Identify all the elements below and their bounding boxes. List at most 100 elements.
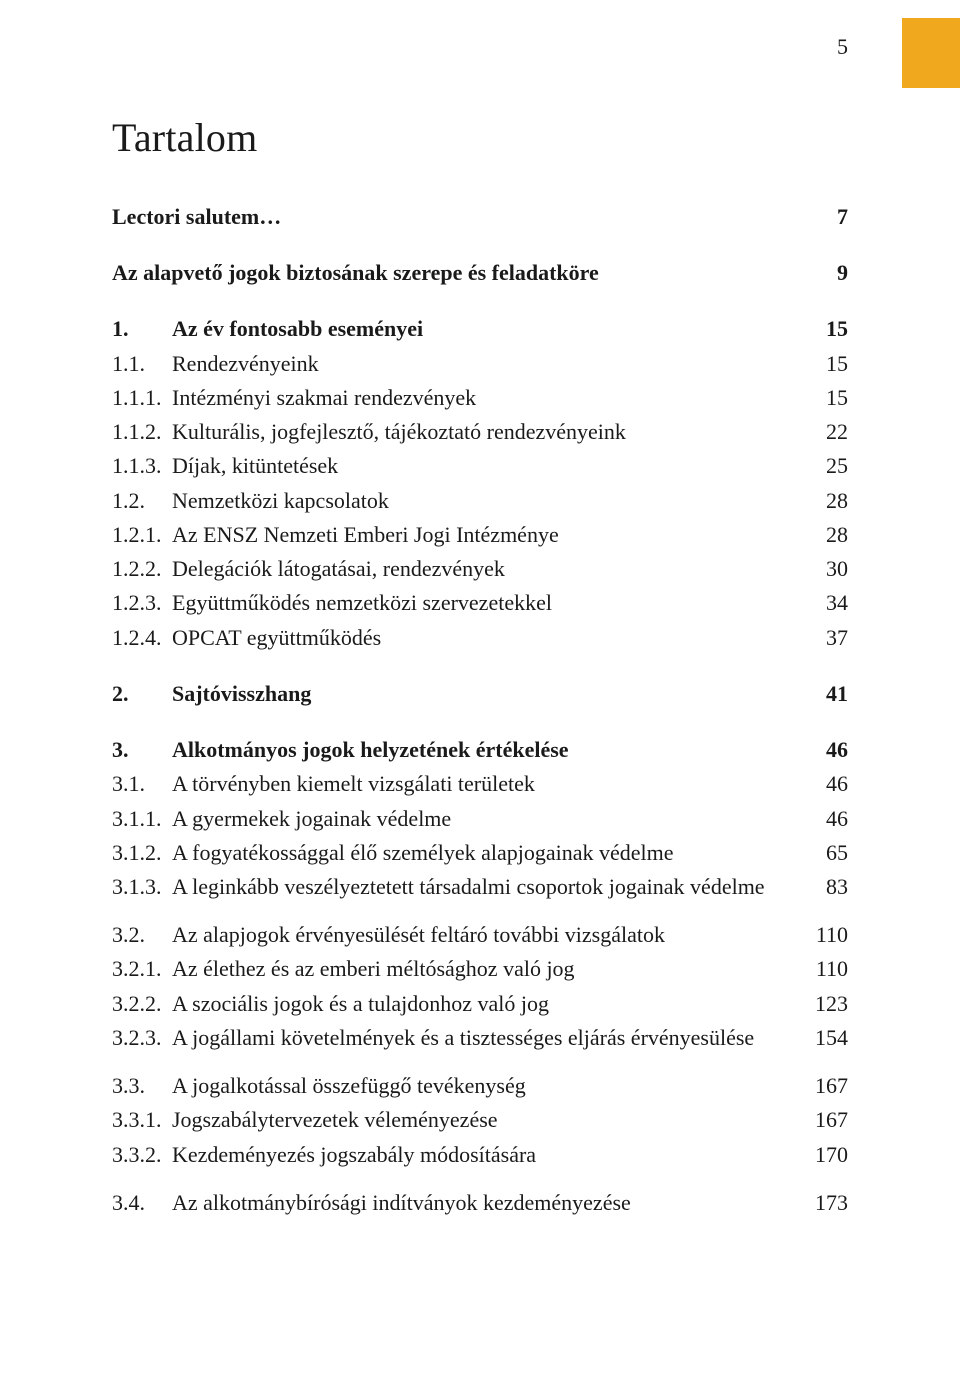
toc-entry-left: 1.1.Rendezvényeink xyxy=(112,348,800,379)
toc-entry: 1.2.1.Az ENSZ Nemzeti Emberi Jogi Intézm… xyxy=(112,519,848,550)
toc-entry: 3.2.Az alapjogok érvényesülését feltáró … xyxy=(112,919,848,950)
toc-entry-left: 3.3.2.Kezdeményezés jogszabály módosítás… xyxy=(112,1139,800,1170)
toc-entry-text: A törvényben kiemelt vizsgálati területe… xyxy=(172,768,800,799)
toc-entry-page: 110 xyxy=(800,919,848,950)
toc-entry-text: Az alapjogok érvényesülését feltáró tová… xyxy=(172,919,800,950)
toc-entry-page: 15 xyxy=(800,313,848,344)
toc-gap xyxy=(112,235,848,257)
toc-entry: 3.3.1.Jogszabálytervezetek véleményezése… xyxy=(112,1104,848,1135)
toc-gap xyxy=(112,1056,848,1070)
toc-gap xyxy=(112,712,848,734)
toc-entry-number: 3. xyxy=(112,734,172,765)
toc-entry-page: 46 xyxy=(800,803,848,834)
toc-entry-page: 170 xyxy=(800,1139,848,1170)
toc-entry-left: 1.2.3.Együttműködés nemzetközi szervezet… xyxy=(112,587,800,618)
toc-entry-left: 1.1.2.Kulturális, jogfejlesztő, tájékozt… xyxy=(112,416,800,447)
toc-gap xyxy=(112,1173,848,1187)
toc-entry-text: Rendezvényeink xyxy=(172,348,800,379)
toc-entry-left: 3.3.A jogalkotással összefüggő tevékenys… xyxy=(112,1070,800,1101)
toc-entry: 3.1.2.A fogyatékossággal élő személyek a… xyxy=(112,837,848,868)
page-content: Tartalom Lectori salutem…7Az alapvető jo… xyxy=(0,0,960,1218)
toc-entry-text: Díjak, kitüntetések xyxy=(172,450,800,481)
toc-entry-left: 2.Sajtóvisszhang xyxy=(112,678,800,709)
toc-entry-number: 1.2.3. xyxy=(112,587,172,618)
toc-entry-text: Együttműködés nemzetközi szervezetekkel xyxy=(172,587,800,618)
toc-entry: 1.2.4.OPCAT együttműködés37 xyxy=(112,622,848,653)
toc-entry-number: 3.2.2. xyxy=(112,988,172,1019)
toc-entry-text: Delegációk látogatásai, rendezvények xyxy=(172,553,800,584)
toc-entry-text: Az alkotmánybírósági indítványok kezdemé… xyxy=(172,1187,800,1218)
toc-entry-text: Az élethez és az emberi méltósághoz való… xyxy=(172,953,800,984)
toc-entry-page: 83 xyxy=(800,871,848,902)
toc-entry-number: 1.2.2. xyxy=(112,553,172,584)
toc-entry-number: 1.2. xyxy=(112,485,172,516)
toc-entry-left: 3.2.Az alapjogok érvényesülését feltáró … xyxy=(112,919,800,950)
toc-entry: 3.1.A törvényben kiemelt vizsgálati terü… xyxy=(112,768,848,799)
toc-entry-left: 3.4.Az alkotmánybírósági indítványok kez… xyxy=(112,1187,800,1218)
toc-entry-left: 3.1.A törvényben kiemelt vizsgálati terü… xyxy=(112,768,800,799)
toc-gap xyxy=(112,656,848,678)
toc-entry: 3.1.3.A leginkább veszélyeztetett társad… xyxy=(112,871,848,902)
toc-entry-page: 65 xyxy=(800,837,848,868)
toc-entry-left: 3.Alkotmányos jogok helyzetének értékelé… xyxy=(112,734,800,765)
toc-entry-left: 3.1.2.A fogyatékossággal élő személyek a… xyxy=(112,837,800,868)
toc-entry: 1.2.2.Delegációk látogatásai, rendezvény… xyxy=(112,553,848,584)
toc-entry: 3.2.3.A jogállami követelmények és a tis… xyxy=(112,1022,848,1053)
toc-entry: 3.2.1.Az élethez és az emberi méltóságho… xyxy=(112,953,848,984)
page-tab-marker xyxy=(902,18,960,88)
toc-entry-number: 3.1.3. xyxy=(112,871,172,902)
toc-entry: 3.Alkotmányos jogok helyzetének értékelé… xyxy=(112,734,848,765)
toc-entry-page: 25 xyxy=(800,450,848,481)
toc-entry-left: 3.3.1.Jogszabálytervezetek véleményezése xyxy=(112,1104,800,1135)
toc-entry-page: 7 xyxy=(800,201,848,232)
toc-entry-number: 1.1.3. xyxy=(112,450,172,481)
toc-entry-text: Lectori salutem… xyxy=(112,201,800,232)
toc-entry-left: 1.2.4.OPCAT együttműködés xyxy=(112,622,800,653)
toc-entry-text: A szociális jogok és a tulajdonhoz való … xyxy=(172,988,800,1019)
toc-entry-page: 110 xyxy=(800,953,848,984)
toc-gap xyxy=(112,905,848,919)
toc-entry-page: 46 xyxy=(800,734,848,765)
toc-entry-page: 37 xyxy=(800,622,848,653)
toc-entry-number: 1.1. xyxy=(112,348,172,379)
toc-entry-number: 1. xyxy=(112,313,172,344)
toc-entry-text: Az ENSZ Nemzeti Emberi Jogi Intézménye xyxy=(172,519,800,550)
toc-entry-page: 30 xyxy=(800,553,848,584)
toc-entry-text: Jogszabálytervezetek véleményezése xyxy=(172,1104,800,1135)
toc-entry: 3.2.2.A szociális jogok és a tulajdonhoz… xyxy=(112,988,848,1019)
toc-entry-text: A leginkább veszélyeztetett társadalmi c… xyxy=(172,871,800,902)
toc-entry-left: 1.1.3.Díjak, kitüntetések xyxy=(112,450,800,481)
toc-entry: 2.Sajtóvisszhang41 xyxy=(112,678,848,709)
toc-entry: Az alapvető jogok biztosának szerepe és … xyxy=(112,257,848,288)
toc-entry-left: 3.1.1.A gyermekek jogainak védelme xyxy=(112,803,800,834)
toc-entry-number: 3.1.1. xyxy=(112,803,172,834)
toc-entry-left: 1.1.1.Intézményi szakmai rendezvények xyxy=(112,382,800,413)
page-title: Tartalom xyxy=(112,114,848,161)
toc-entry: 3.4.Az alkotmánybírósági indítványok kez… xyxy=(112,1187,848,1218)
toc-entry-text: OPCAT együttműködés xyxy=(172,622,800,653)
toc-entry: 3.3.A jogalkotással összefüggő tevékenys… xyxy=(112,1070,848,1101)
toc-entry-text: Az alapvető jogok biztosának szerepe és … xyxy=(112,257,800,288)
table-of-contents: Lectori salutem…7Az alapvető jogok bizto… xyxy=(112,201,848,1218)
toc-entry-text: A jogalkotással összefüggő tevékenység xyxy=(172,1070,800,1101)
toc-entry-number: 3.1.2. xyxy=(112,837,172,868)
toc-entry-left: 1.2.1.Az ENSZ Nemzeti Emberi Jogi Intézm… xyxy=(112,519,800,550)
toc-entry-text: A gyermekek jogainak védelme xyxy=(172,803,800,834)
toc-entry-number: 1.1.1. xyxy=(112,382,172,413)
toc-entry: 1.1.2.Kulturális, jogfejlesztő, tájékozt… xyxy=(112,416,848,447)
toc-entry-text: A jogállami követelmények és a tisztessé… xyxy=(172,1022,800,1053)
page-number: 5 xyxy=(837,34,848,60)
toc-entry-left: 1.2.2.Delegációk látogatásai, rendezvény… xyxy=(112,553,800,584)
toc-entry: 1.2.3.Együttműködés nemzetközi szervezet… xyxy=(112,587,848,618)
toc-entry-left: 3.1.3.A leginkább veszélyeztetett társad… xyxy=(112,871,800,902)
toc-entry: 1.1.Rendezvényeink15 xyxy=(112,348,848,379)
toc-entry-number: 3.2. xyxy=(112,919,172,950)
toc-entry-page: 28 xyxy=(800,485,848,516)
toc-entry: 1.1.1.Intézményi szakmai rendezvények15 xyxy=(112,382,848,413)
toc-entry-number: 1.1.2. xyxy=(112,416,172,447)
toc-entry-number: 2. xyxy=(112,678,172,709)
toc-entry-text: Kezdeményezés jogszabály módosítására xyxy=(172,1139,800,1170)
toc-entry-page: 173 xyxy=(800,1187,848,1218)
toc-entry-text: Intézményi szakmai rendezvények xyxy=(172,382,800,413)
toc-entry-page: 123 xyxy=(800,988,848,1019)
